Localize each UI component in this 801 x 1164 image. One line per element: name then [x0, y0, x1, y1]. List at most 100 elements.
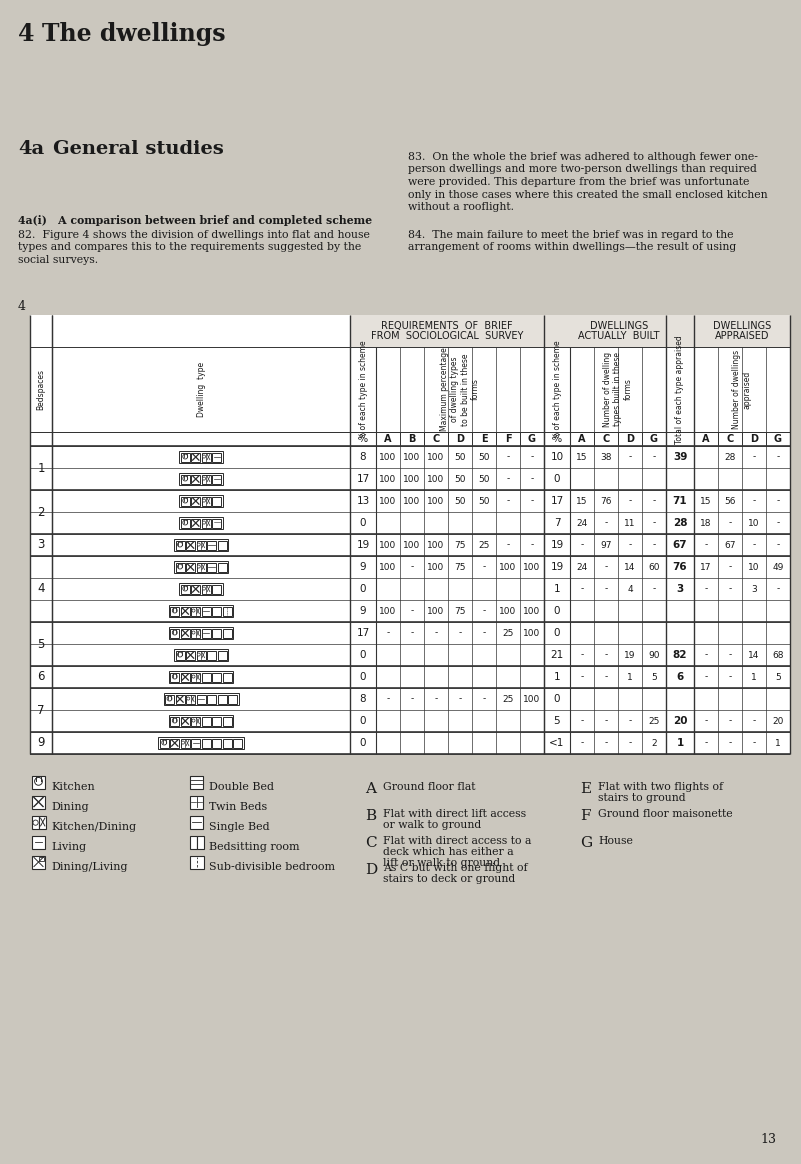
- Text: -: -: [628, 717, 632, 725]
- Text: 20: 20: [673, 716, 687, 726]
- Text: <1: <1: [549, 738, 565, 748]
- Text: Dining: Dining: [51, 802, 89, 812]
- Text: 3: 3: [38, 539, 45, 552]
- Bar: [544, 432, 570, 446]
- Text: 100: 100: [380, 475, 396, 483]
- Circle shape: [192, 609, 195, 612]
- Text: 6: 6: [676, 672, 683, 682]
- Text: -: -: [506, 497, 509, 505]
- Text: -: -: [506, 475, 509, 483]
- Bar: [570, 432, 594, 446]
- Text: 4: 4: [38, 582, 45, 596]
- Bar: [207, 540, 216, 549]
- Text: -: -: [704, 673, 707, 681]
- Bar: [159, 737, 244, 748]
- Text: 5: 5: [38, 638, 45, 651]
- Text: -: -: [628, 738, 632, 747]
- Text: 100: 100: [428, 453, 445, 461]
- Text: -: -: [728, 584, 731, 594]
- Text: C: C: [727, 434, 734, 443]
- Text: 100: 100: [380, 497, 396, 505]
- Text: 24: 24: [577, 518, 588, 527]
- Text: -: -: [776, 497, 779, 505]
- Text: 100: 100: [523, 562, 541, 572]
- Bar: [376, 432, 400, 446]
- Text: 56: 56: [724, 497, 736, 505]
- Text: 24: 24: [577, 562, 588, 572]
- Text: without a rooflight.: without a rooflight.: [408, 203, 514, 212]
- Text: 100: 100: [523, 606, 541, 616]
- Text: 50: 50: [478, 475, 489, 483]
- Text: -: -: [728, 738, 731, 747]
- Bar: [190, 856, 204, 868]
- Bar: [191, 453, 200, 461]
- Text: Ground floor maisonette: Ground floor maisonette: [598, 809, 733, 819]
- Bar: [186, 540, 195, 549]
- Bar: [223, 738, 231, 747]
- Text: 3: 3: [751, 584, 757, 594]
- Text: APPRAISED: APPRAISED: [714, 331, 769, 341]
- Bar: [202, 497, 211, 505]
- Bar: [191, 673, 200, 681]
- Text: G: G: [650, 434, 658, 443]
- Text: -: -: [530, 475, 533, 483]
- Text: types and compares this to the requirements suggested by the: types and compares this to the requireme…: [18, 242, 361, 253]
- Bar: [223, 629, 231, 638]
- Bar: [175, 540, 184, 549]
- Text: 75: 75: [454, 606, 465, 616]
- Text: A: A: [702, 434, 710, 443]
- Text: -: -: [581, 673, 584, 681]
- Text: -: -: [704, 651, 707, 660]
- Bar: [190, 816, 203, 829]
- Circle shape: [183, 454, 187, 459]
- Text: 28: 28: [673, 518, 687, 528]
- Text: 25: 25: [502, 695, 513, 703]
- Text: Twin Beds: Twin Beds: [209, 802, 268, 812]
- Text: 0: 0: [360, 650, 366, 660]
- Text: -: -: [581, 540, 584, 549]
- Text: 1: 1: [775, 738, 781, 747]
- Text: 50: 50: [478, 497, 489, 505]
- Text: -: -: [605, 584, 608, 594]
- Text: 0: 0: [360, 738, 366, 748]
- Text: Flat with direct access to a: Flat with direct access to a: [383, 836, 531, 846]
- Text: social surveys.: social surveys.: [18, 255, 99, 265]
- Text: 2: 2: [38, 505, 45, 518]
- Circle shape: [34, 778, 42, 786]
- Text: 1: 1: [553, 672, 561, 682]
- Text: -: -: [530, 497, 533, 505]
- Text: stairs to deck or ground: stairs to deck or ground: [383, 874, 515, 883]
- Circle shape: [172, 674, 177, 679]
- Bar: [202, 518, 211, 527]
- Circle shape: [33, 821, 38, 825]
- Text: Sub-divisible bedroom: Sub-divisible bedroom: [209, 863, 335, 873]
- Bar: [218, 651, 227, 660]
- Text: Maximum percentage
of dwelling types
to be built in these
forms: Maximum percentage of dwelling types to …: [440, 348, 480, 432]
- Text: -: -: [704, 738, 707, 747]
- Text: Kitchen/Dining: Kitchen/Dining: [51, 823, 136, 832]
- Bar: [212, 606, 221, 616]
- Text: 100: 100: [428, 606, 445, 616]
- Bar: [191, 518, 200, 527]
- Text: -: -: [410, 606, 413, 616]
- Bar: [212, 453, 221, 461]
- Bar: [212, 717, 221, 725]
- Bar: [32, 816, 39, 829]
- Bar: [181, 629, 190, 638]
- Bar: [400, 432, 424, 446]
- Bar: [212, 629, 221, 638]
- Text: 3: 3: [676, 584, 683, 594]
- Text: FROM  SOCIOLOGICAL  SURVEY: FROM SOCIOLOGICAL SURVEY: [371, 331, 523, 341]
- Text: 25: 25: [478, 540, 489, 549]
- Text: D: D: [626, 434, 634, 443]
- Text: 25: 25: [502, 629, 513, 638]
- Text: 15: 15: [700, 497, 712, 505]
- Text: Single Bed: Single Bed: [209, 823, 270, 832]
- Text: 6: 6: [38, 670, 45, 683]
- Text: 83.  On the whole the brief was adhered to although fewer one-: 83. On the whole the brief was adhered t…: [408, 152, 758, 162]
- Bar: [179, 495, 223, 508]
- Text: 19: 19: [356, 540, 369, 551]
- Text: F: F: [505, 434, 511, 443]
- Text: 100: 100: [404, 475, 421, 483]
- Bar: [191, 738, 200, 747]
